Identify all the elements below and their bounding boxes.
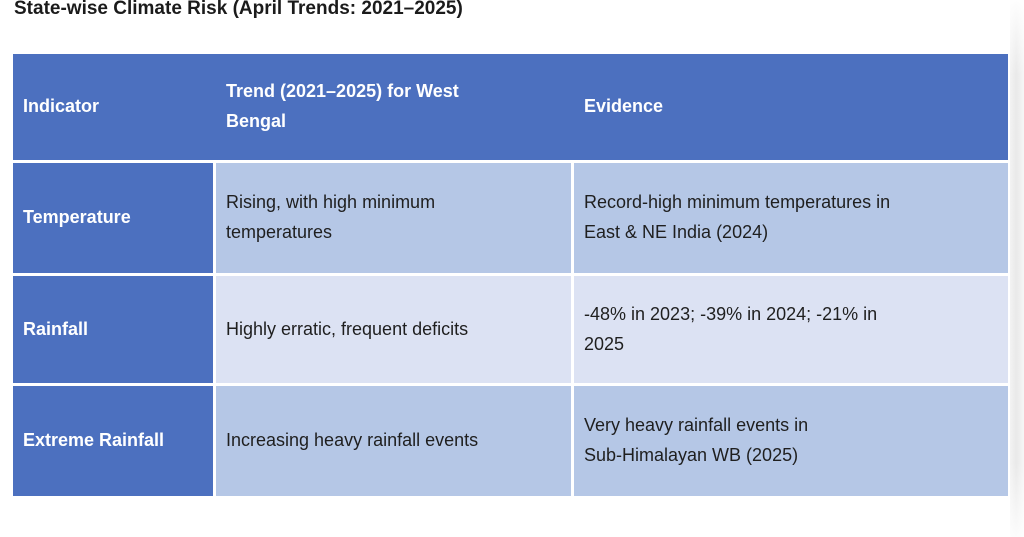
row-rainfall-indicator: Rainfall — [13, 276, 213, 383]
climate-risk-table: Indicator Trend (2021–2025) for West Ben… — [13, 54, 1008, 496]
row-extreme-rainfall-evidence: Very heavy rainfall events in Sub-Himala… — [574, 386, 1008, 496]
row-temperature-indicator: Temperature — [13, 163, 213, 273]
row-temperature-evidence: Record-high minimum temperatures in East… — [574, 163, 1008, 273]
page-edge-strip — [1010, 0, 1024, 537]
column-header-trend: Trend (2021–2025) for West Bengal — [226, 81, 459, 131]
row-rainfall-evidence: -48% in 2023; -39% in 2024; -21% in 2025 — [574, 276, 1008, 383]
row-extreme-rainfall-trend: Increasing heavy rainfall events — [216, 386, 571, 496]
column-header-indicator: Indicator — [23, 96, 100, 117]
row-rainfall-trend: Highly erratic, frequent deficits — [216, 276, 571, 383]
row-temperature-trend: Rising, with high minimum temperatures — [216, 163, 571, 273]
row-extreme-rainfall-indicator: Extreme Rainfall — [13, 386, 213, 496]
column-header-evidence: Evidence — [584, 96, 664, 117]
table-header-backdrop — [13, 54, 1008, 160]
page-title: State-wise Climate Risk (April Trends: 2… — [14, 0, 463, 19]
